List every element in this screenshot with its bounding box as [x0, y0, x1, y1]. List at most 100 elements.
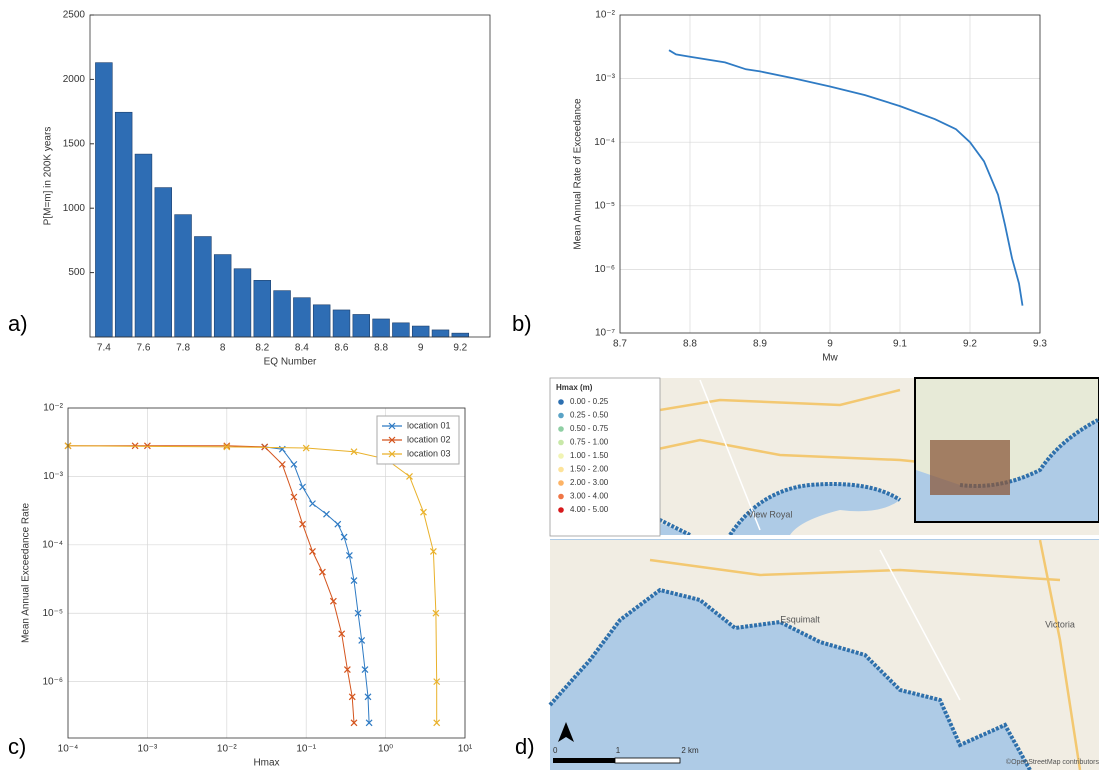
- study-area: [930, 440, 1010, 495]
- y-tick-label: 10⁻⁶: [42, 676, 63, 687]
- y-axis-label: Mean Annual Rate of Exceedance: [573, 98, 584, 250]
- x-tick-label: 8.7: [613, 339, 627, 350]
- bar: [155, 188, 172, 337]
- x-tick-label: 9.1: [893, 339, 907, 350]
- legend-label: 0.75 - 1.00: [570, 438, 609, 447]
- x-tick-label: 10⁻¹: [296, 744, 316, 755]
- y-tick-label: 1000: [63, 203, 86, 214]
- legend-swatch: [558, 413, 564, 419]
- legend-swatch: [558, 467, 564, 473]
- bar: [274, 291, 291, 337]
- x-tick-label: 8.4: [295, 343, 309, 354]
- x-tick-label: 8.2: [255, 343, 269, 354]
- y-tick-label: 1500: [63, 138, 86, 149]
- y-tick-label: 10⁻⁷: [595, 328, 615, 339]
- legend-label: 1.50 - 2.00: [570, 465, 609, 474]
- x-tick-label: 10⁰: [378, 744, 393, 755]
- legend-label: 0.50 - 0.75: [570, 424, 609, 433]
- bar: [214, 255, 231, 337]
- legend-swatch: [558, 494, 564, 500]
- bar: [432, 330, 449, 337]
- x-tick-label: 7.4: [97, 343, 111, 354]
- x-tick-label: 8.8: [683, 339, 697, 350]
- legend-label: 1.00 - 1.50: [570, 451, 609, 460]
- y-tick-label: 500: [68, 267, 85, 278]
- figure: d)Hmax (m)0.00 - 0.250.25 - 0.500.50 - 0…: [0, 0, 1099, 770]
- legend-label: 2.00 - 3.00: [570, 478, 609, 487]
- y-tick-label: 10⁻²: [43, 403, 63, 414]
- x-tick-label: 7.6: [137, 343, 151, 354]
- legend-swatch: [558, 453, 564, 459]
- y-axis-label: P[M=m] in 200K years: [43, 127, 54, 226]
- map: [550, 378, 1099, 770]
- x-tick-label: 10⁻³: [138, 744, 158, 755]
- x-tick-label: 9.3: [1033, 339, 1047, 350]
- x-tick-label: 7.8: [176, 343, 190, 354]
- panel-label: c): [8, 734, 26, 759]
- legend-label: location 02: [407, 434, 451, 444]
- attribution: ©OpenStreetMap contributors: [1006, 758, 1099, 766]
- bar: [95, 63, 112, 337]
- x-tick-label: 8.6: [335, 343, 349, 354]
- panel-label: b): [512, 311, 532, 336]
- y-tick-label: 10⁻³: [43, 471, 63, 482]
- x-tick-label: 9: [827, 339, 833, 350]
- bar: [333, 310, 350, 337]
- x-tick-label: 9.2: [963, 339, 977, 350]
- scale-bar: [553, 758, 615, 763]
- x-tick-label: 10¹: [458, 744, 473, 755]
- bar: [392, 323, 409, 337]
- x-axis-label: Mw: [822, 353, 838, 364]
- x-tick-label: 9: [418, 343, 424, 354]
- y-tick-label: 2500: [63, 10, 86, 21]
- x-tick-label: 8: [220, 343, 226, 354]
- legend-label: location 03: [407, 448, 451, 458]
- panel-label: a): [8, 311, 28, 336]
- legend-title: Hmax (m): [556, 383, 593, 392]
- y-tick-label: 10⁻⁶: [594, 264, 615, 275]
- bar: [194, 237, 211, 337]
- y-tick-label: 10⁻⁵: [42, 608, 63, 619]
- y-tick-label: 2000: [63, 74, 86, 85]
- place-label: Esquimalt: [780, 614, 820, 624]
- bar: [234, 269, 251, 337]
- bar: [452, 333, 469, 337]
- scale-label: 0: [553, 746, 558, 755]
- x-tick-label: 8.9: [753, 339, 767, 350]
- bar: [293, 298, 310, 337]
- scale-label: 1: [616, 746, 621, 755]
- x-axis-label: Hmax: [253, 758, 279, 769]
- bar: [412, 326, 429, 337]
- bar: [175, 215, 192, 337]
- y-tick-label: 10⁻²: [595, 10, 615, 21]
- place-label: Victoria: [1045, 619, 1075, 629]
- bar: [254, 280, 271, 337]
- bar: [313, 305, 330, 337]
- legend-label: 3.00 - 4.00: [570, 492, 609, 501]
- legend-swatch: [558, 426, 564, 432]
- y-tick-label: 10⁻⁴: [594, 137, 615, 148]
- x-tick-label: 10⁻⁴: [58, 744, 79, 755]
- place-label: View Royal: [748, 509, 793, 519]
- legend-swatch: [558, 440, 564, 446]
- legend-label: location 01: [407, 420, 451, 430]
- bar: [373, 319, 390, 337]
- x-tick-label: 8.8: [374, 343, 388, 354]
- panel-label: d): [515, 734, 535, 759]
- x-tick-label: 9.2: [453, 343, 467, 354]
- legend-swatch: [558, 507, 564, 513]
- legend-swatch: [558, 480, 564, 486]
- bar: [353, 314, 370, 337]
- x-axis-label: EQ Number: [264, 357, 317, 368]
- legend-label: 4.00 - 5.00: [570, 505, 609, 514]
- y-axis-label: Mean Annual Exceedance Rate: [21, 503, 32, 644]
- y-tick-label: 10⁻³: [595, 73, 615, 84]
- bar: [115, 112, 132, 337]
- legend-swatch: [558, 399, 564, 405]
- x-tick-label: 10⁻²: [217, 744, 237, 755]
- y-tick-label: 10⁻⁵: [594, 200, 615, 211]
- bar: [135, 154, 152, 337]
- scale-bar: [615, 758, 680, 763]
- legend-label: 0.00 - 0.25: [570, 397, 609, 406]
- scale-label: 2 km: [681, 746, 699, 755]
